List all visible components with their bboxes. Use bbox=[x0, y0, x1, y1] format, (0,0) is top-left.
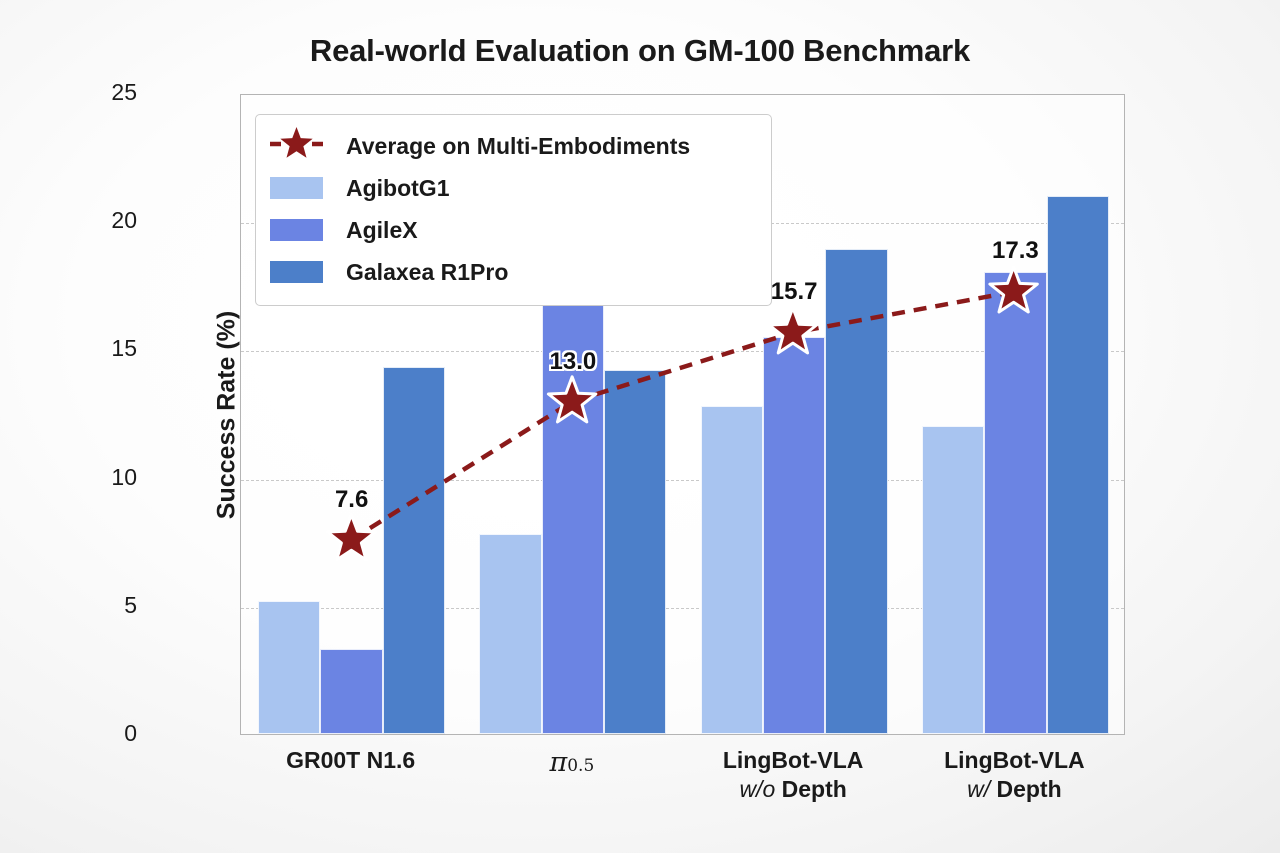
bar bbox=[825, 249, 888, 734]
bar bbox=[604, 369, 667, 734]
legend-swatch-icon bbox=[270, 219, 323, 241]
legend-item[interactable]: AgibotG1 bbox=[270, 167, 757, 209]
bar bbox=[762, 336, 826, 734]
y-axis-tick-label: 5 bbox=[124, 591, 137, 618]
bar bbox=[382, 367, 446, 734]
average-value-label: 17.3 bbox=[992, 237, 1039, 265]
chart-legend: Average on Multi-Embodiments AgibotG1 Agil… bbox=[255, 114, 772, 306]
x-axis-tick-label: LingBot-VLA w/ Depth bbox=[944, 747, 1085, 803]
legend-item-label: AgileX bbox=[346, 216, 418, 243]
bar bbox=[320, 649, 383, 734]
x-axis-tick-label: GR00T N1.6 bbox=[286, 747, 416, 773]
legend-item-label: Galaxea R1Pro bbox=[346, 258, 509, 285]
legend-item-label: Average on Multi-Embodiments bbox=[346, 132, 691, 159]
y-axis-tick-label: 10 bbox=[111, 463, 137, 490]
legend-item-label: AgibotG1 bbox=[346, 174, 450, 201]
bar bbox=[921, 426, 985, 734]
average-value-label: 15.7 bbox=[770, 278, 818, 306]
y-axis-tick-label: 20 bbox=[111, 207, 137, 234]
legend-item[interactable]: Average on Multi-Embodiments bbox=[270, 125, 757, 167]
y-axis-tick-label: 25 bbox=[111, 79, 137, 105]
bar bbox=[700, 405, 763, 734]
page-title: Real-world Evaluation on GM-100 Benchmar… bbox=[309, 33, 971, 68]
star-marker bbox=[326, 513, 377, 562]
y-axis-title: Success Rate (%) bbox=[212, 310, 241, 519]
average-value-label: 7.6 bbox=[334, 486, 369, 514]
legend-swatch-icon bbox=[270, 261, 323, 283]
average-value-label: 13.0 bbox=[549, 347, 597, 375]
y-axis-tick-label: 15 bbox=[111, 335, 137, 362]
legend-star-icon bbox=[270, 127, 323, 165]
gridline bbox=[241, 607, 1124, 609]
x-axis-tick-label: π0.5 bbox=[549, 747, 595, 778]
legend-swatch-icon bbox=[270, 177, 323, 199]
legend-item[interactable]: Galaxea R1Pro bbox=[270, 251, 757, 293]
bar bbox=[258, 600, 321, 734]
bar bbox=[984, 272, 1047, 734]
legend-item[interactable]: AgileX bbox=[270, 209, 757, 251]
y-axis-tick-label: 0 bbox=[124, 720, 137, 746]
bar bbox=[479, 534, 542, 734]
average-trend-line bbox=[350, 289, 1015, 542]
bar bbox=[1046, 195, 1109, 734]
x-axis-tick-label: LingBot-VLA w/o Depth bbox=[722, 747, 864, 803]
